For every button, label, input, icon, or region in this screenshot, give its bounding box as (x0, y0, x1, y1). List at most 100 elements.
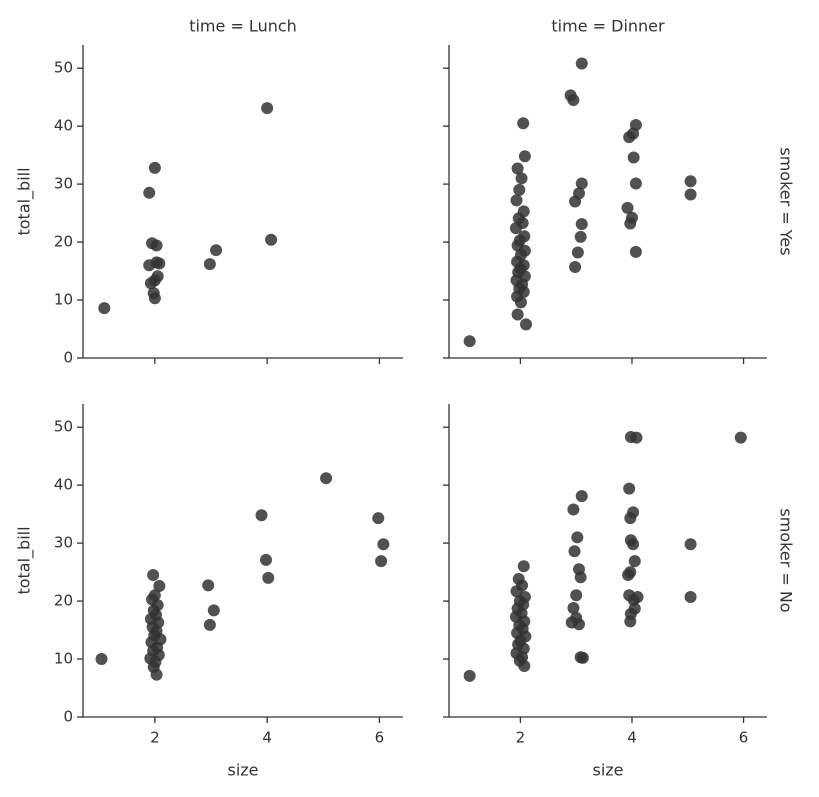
point (684, 175, 697, 188)
point (143, 186, 156, 199)
point (463, 669, 476, 682)
panel-title: time = Dinner (551, 17, 665, 36)
x-tick-label: 2 (150, 729, 160, 747)
point (147, 568, 160, 581)
point (148, 161, 161, 174)
point (567, 602, 580, 615)
point (571, 531, 584, 544)
y-tick-label: 10 (54, 650, 73, 668)
point (510, 585, 523, 598)
point (518, 150, 531, 163)
point (567, 94, 580, 107)
y-tick-label: 40 (54, 476, 73, 494)
point (575, 218, 588, 231)
point (624, 217, 637, 230)
point (262, 571, 275, 584)
y-tick-label: 40 (54, 117, 73, 135)
point (150, 668, 163, 681)
y-tick-label: 0 (63, 708, 73, 726)
point (569, 260, 582, 273)
point (624, 615, 637, 628)
point (574, 230, 587, 243)
point (627, 127, 640, 140)
y-tick-label: 20 (54, 233, 73, 251)
point (151, 270, 164, 283)
point (514, 296, 527, 309)
point (153, 580, 166, 593)
point (571, 246, 584, 259)
y-axis-label: total_bill (15, 526, 35, 594)
row-label: smoker = Yes (777, 147, 796, 255)
point (202, 579, 215, 592)
x-tick-label: 2 (516, 729, 526, 747)
y-tick-label: 30 (54, 534, 73, 552)
row-label: smoker = No (777, 508, 796, 612)
x-axis-label: size (592, 761, 623, 780)
point (575, 57, 588, 70)
point (203, 258, 216, 271)
point (375, 555, 388, 568)
point (147, 287, 160, 300)
x-tick-label: 4 (627, 729, 637, 747)
y-axis-label: total_bill (15, 167, 35, 235)
point (629, 177, 642, 190)
point (575, 177, 588, 190)
point (574, 571, 587, 584)
y-tick-label: 50 (54, 418, 73, 436)
point (628, 555, 641, 568)
point (509, 222, 522, 235)
point (630, 431, 643, 444)
point (627, 151, 640, 164)
point (622, 568, 635, 581)
point (684, 591, 697, 604)
x-axis-label: size (227, 761, 258, 780)
point (207, 604, 220, 617)
point (261, 102, 274, 115)
point (95, 653, 108, 666)
point (576, 651, 589, 664)
point (210, 244, 223, 257)
y-tick-label: 20 (54, 592, 73, 610)
point (153, 257, 166, 270)
y-tick-label: 0 (63, 349, 73, 367)
point (517, 560, 530, 573)
point (575, 490, 588, 503)
point (377, 538, 390, 551)
point (98, 302, 111, 315)
point (624, 512, 637, 525)
point (515, 172, 528, 185)
point (513, 183, 526, 196)
point (519, 318, 532, 331)
point (684, 538, 697, 551)
point (570, 589, 583, 602)
point (567, 503, 580, 516)
x-tick-label: 4 (262, 729, 272, 747)
point (684, 188, 697, 201)
point (372, 512, 385, 525)
point (572, 618, 585, 631)
y-tick-label: 10 (54, 291, 73, 309)
point (260, 553, 273, 566)
point (511, 308, 524, 321)
x-tick-label: 6 (375, 729, 385, 747)
point (621, 201, 634, 214)
point (734, 431, 747, 444)
point (627, 538, 640, 551)
point (203, 618, 216, 631)
point (568, 545, 581, 558)
point (623, 482, 636, 495)
point (511, 162, 524, 175)
point (320, 472, 333, 485)
point (518, 659, 531, 672)
panel-title: time = Lunch (189, 17, 297, 36)
point (463, 335, 476, 348)
point (569, 195, 582, 208)
point (265, 233, 278, 246)
x-tick-label: 6 (739, 729, 749, 747)
point (510, 194, 523, 207)
y-tick-label: 30 (54, 175, 73, 193)
point (629, 245, 642, 258)
point (255, 509, 268, 522)
point (517, 117, 530, 130)
